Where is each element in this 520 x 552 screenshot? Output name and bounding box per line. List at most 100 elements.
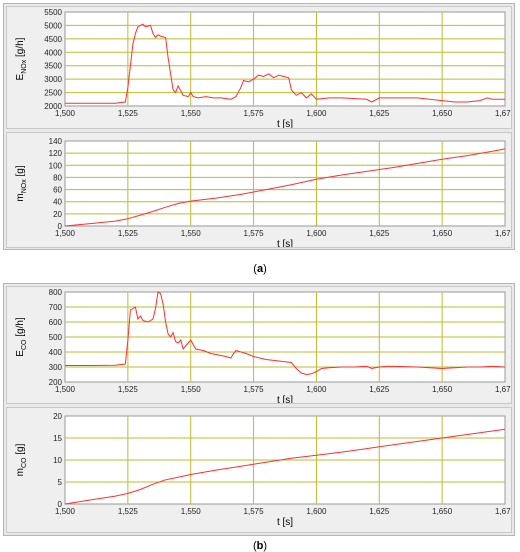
x-tick-label: 1,600 bbox=[306, 385, 327, 394]
x-tick-label: 1,550 bbox=[181, 229, 202, 238]
x-tick-label: 1,525 bbox=[118, 385, 139, 394]
y-tick-label: 3000 bbox=[44, 75, 62, 84]
y-axis-label-subscript: CO bbox=[21, 457, 28, 468]
y-tick-label: 5000 bbox=[44, 21, 62, 30]
y-axis-label-main: m bbox=[15, 468, 26, 476]
x-tick-label: 1,675 bbox=[495, 385, 511, 394]
y-tick-label: 2500 bbox=[44, 89, 62, 98]
y-tick-label: 300 bbox=[49, 363, 63, 372]
y-axis-label-unit: [g] bbox=[15, 165, 26, 179]
y-axis-label: ECO [g/h] bbox=[15, 317, 28, 357]
y-axis-label-unit: [g/h] bbox=[15, 317, 26, 339]
y-tick-label: 700 bbox=[49, 303, 63, 312]
x-tick-label: 1,650 bbox=[432, 109, 453, 118]
series-line bbox=[65, 23, 505, 104]
caption-a: (a) bbox=[253, 263, 267, 275]
x-tick-label: 1,600 bbox=[306, 507, 327, 516]
y-axis-label-main: E bbox=[15, 73, 26, 80]
y-tick-label: 600 bbox=[49, 318, 63, 327]
x-axis-label: t [s] bbox=[277, 119, 293, 128]
y-tick-label: 4000 bbox=[44, 48, 62, 57]
x-tick-label: 1,575 bbox=[244, 385, 265, 394]
chart-svg: 0 20 40 60 80 100 120 140 1,500 1,525 1,550 1,575 1,… bbox=[15, 137, 511, 247]
y-axis-label-unit: [g] bbox=[15, 443, 26, 457]
x-tick-label: 1,550 bbox=[181, 385, 202, 394]
y-tick-label: 140 bbox=[49, 137, 63, 146]
chart-co-emission-rate: 200 300 400 500 600 700 800 1,500 1,525 1,550 1,57… bbox=[6, 286, 512, 404]
y-axis-label-unit: [g/h] bbox=[15, 37, 26, 59]
y-tick-label: 200 bbox=[49, 378, 63, 387]
x-tick-label: 1,500 bbox=[55, 229, 76, 238]
figure-panel-a: 2000 2500 3000 3500 4000 4500 5000 5500 1,500 1,5… bbox=[3, 3, 515, 250]
x-tick-label: 1,600 bbox=[306, 229, 327, 238]
y-tick-label: 10 bbox=[53, 456, 62, 465]
x-tick-label: 1,625 bbox=[369, 109, 390, 118]
chart-svg: 200 300 400 500 600 700 800 1,500 1,525 1,550 1,57… bbox=[15, 288, 511, 403]
chart-nox-cumulative-mass: 0 20 40 60 80 100 120 140 1,500 1,525 1,550 1,575 1,… bbox=[6, 132, 512, 248]
x-tick-label: 1,625 bbox=[369, 385, 390, 394]
x-axis-label: t [s] bbox=[277, 517, 293, 528]
y-axis-label: mCO [g] bbox=[15, 443, 28, 476]
y-tick-label: 100 bbox=[49, 161, 63, 170]
y-tick-label: 400 bbox=[49, 348, 63, 357]
x-tick-label: 1,650 bbox=[432, 507, 453, 516]
y-tick-label: 15 bbox=[53, 434, 62, 443]
y-tick-label: 0 bbox=[58, 222, 63, 231]
y-tick-label: 0 bbox=[58, 500, 63, 509]
y-tick-label: 5500 bbox=[44, 8, 62, 17]
y-tick-label: 5 bbox=[58, 478, 63, 487]
chart-svg: 2000 2500 3000 3500 4000 4500 5000 5500 1,500 1,5… bbox=[15, 8, 511, 128]
chart-nox-emission-rate: 2000 2500 3000 3500 4000 4500 5000 5500 1,500 1,5… bbox=[6, 6, 512, 129]
x-axis-label: t [s] bbox=[277, 239, 293, 247]
y-axis-label-main: m bbox=[15, 193, 26, 201]
x-tick-label: 1,500 bbox=[55, 385, 76, 394]
x-tick-label: 1,550 bbox=[181, 507, 202, 516]
x-tick-label: 1,675 bbox=[495, 229, 511, 238]
y-tick-label: 800 bbox=[49, 288, 63, 297]
x-tick-label: 1,550 bbox=[181, 109, 202, 118]
x-tick-label: 1,500 bbox=[55, 507, 76, 516]
y-tick-label: 120 bbox=[49, 149, 63, 158]
chart-co-cumulative-mass: 0 5 10 15 20 1,500 1,525 1,550 1,575 1,600 1,625 1,… bbox=[6, 407, 512, 533]
x-tick-label: 1,625 bbox=[369, 507, 390, 516]
y-tick-label: 4500 bbox=[44, 35, 62, 44]
y-axis-label-subscript: CO bbox=[21, 339, 28, 350]
y-tick-label: 40 bbox=[53, 198, 62, 207]
chart-svg: 0 5 10 15 20 1,500 1,525 1,550 1,575 1,600 1,625 1,… bbox=[15, 412, 511, 528]
x-tick-label: 1,525 bbox=[118, 507, 139, 516]
y-tick-label: 3500 bbox=[44, 62, 62, 71]
y-axis-label: mNOx [g] bbox=[15, 165, 28, 201]
plot-area bbox=[64, 11, 506, 107]
series-line bbox=[65, 291, 506, 376]
x-tick-label: 1,525 bbox=[118, 109, 139, 118]
x-tick-label: 1,675 bbox=[495, 507, 511, 516]
y-axis-label-main: E bbox=[15, 350, 26, 357]
x-tick-label: 1,600 bbox=[306, 109, 327, 118]
y-tick-label: 20 bbox=[53, 210, 62, 219]
x-tick-label: 1,525 bbox=[118, 229, 139, 238]
caption-b: (b) bbox=[252, 540, 268, 552]
x-tick-label: 1,675 bbox=[495, 109, 511, 118]
x-axis-label: t [s] bbox=[277, 395, 293, 403]
y-axis-label-subscript: NOx bbox=[21, 59, 28, 74]
series-line bbox=[64, 148, 506, 227]
x-tick-label: 1,500 bbox=[55, 109, 76, 118]
y-tick-label: 2000 bbox=[44, 102, 62, 111]
caption-b-letter: b bbox=[256, 540, 264, 552]
x-tick-label: 1,650 bbox=[432, 229, 453, 238]
y-tick-label: 80 bbox=[53, 173, 62, 182]
series-line bbox=[64, 428, 506, 505]
x-tick-label: 1,625 bbox=[369, 229, 390, 238]
x-tick-label: 1,575 bbox=[244, 229, 265, 238]
x-tick-label: 1,575 bbox=[244, 507, 265, 516]
y-axis-label: ENOx [g/h] bbox=[15, 37, 28, 80]
caption-a-letter: a bbox=[256, 263, 264, 275]
y-tick-label: 60 bbox=[53, 186, 62, 195]
figure-panel-b: 200 300 400 500 600 700 800 1,500 1,525 1,550 1,57… bbox=[3, 283, 515, 536]
y-tick-label: 20 bbox=[53, 412, 62, 421]
y-axis-label-subscript: NOx bbox=[21, 179, 28, 194]
x-tick-label: 1,650 bbox=[432, 385, 453, 394]
y-tick-label: 500 bbox=[49, 333, 63, 342]
plot-area bbox=[64, 140, 506, 227]
x-tick-label: 1,575 bbox=[244, 109, 265, 118]
